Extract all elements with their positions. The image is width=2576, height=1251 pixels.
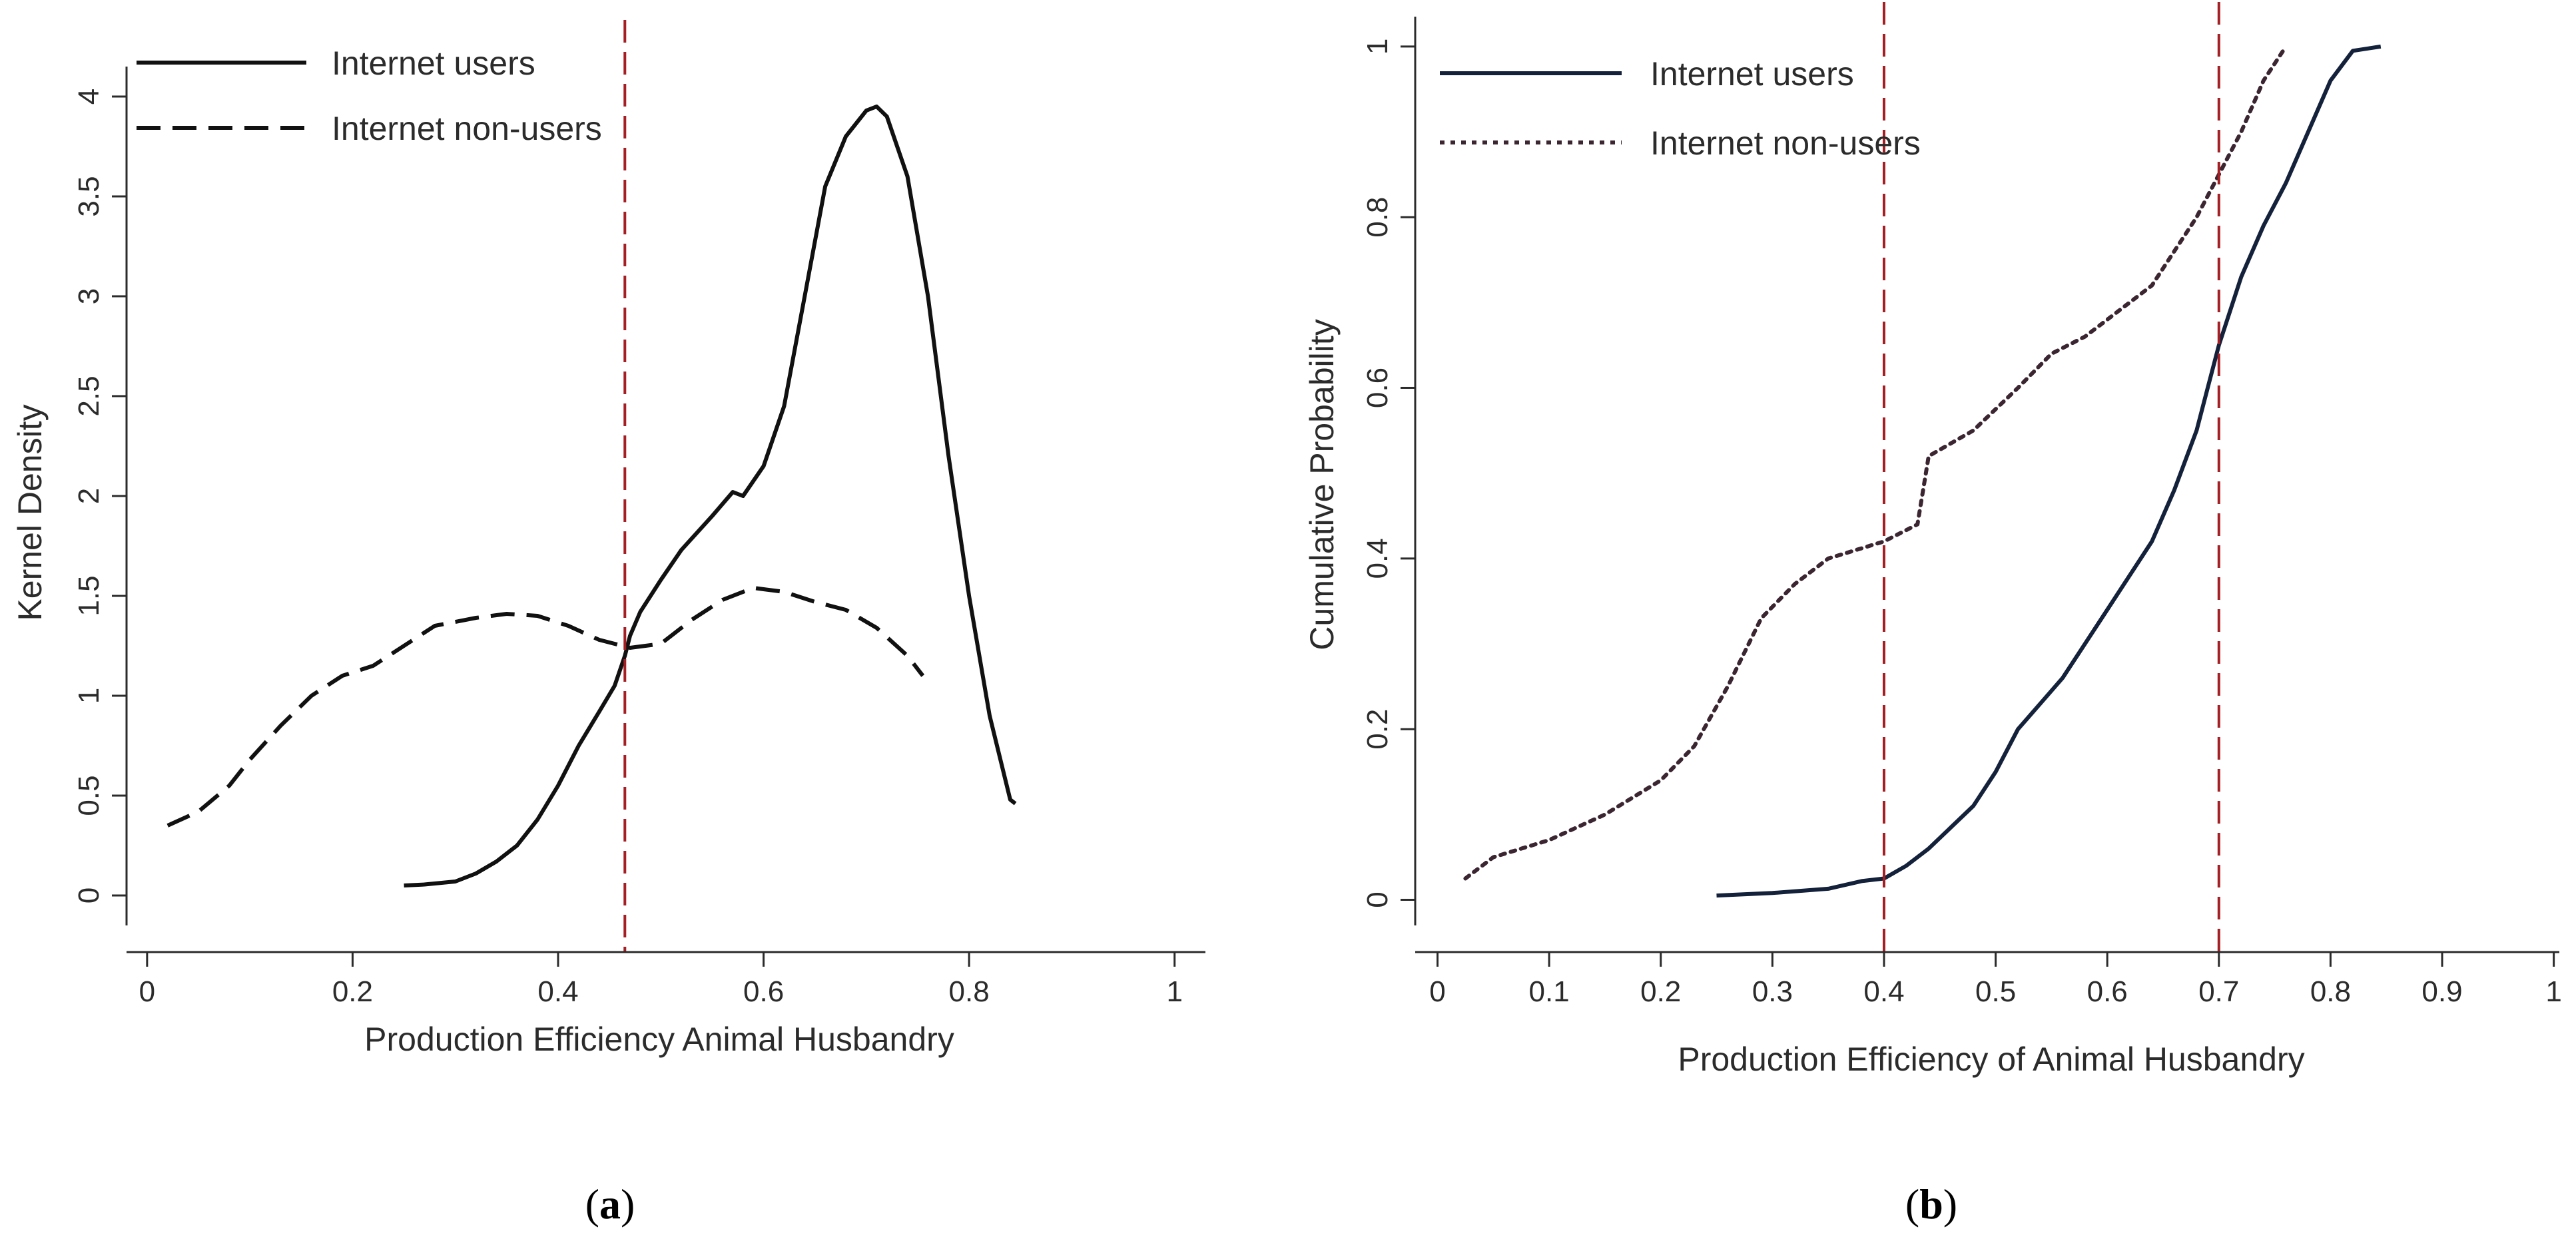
panel-a-y-ticks: 0 0.5 1 1.5 2 2.5 3 3.5 4 <box>73 89 127 903</box>
panel-a-caption: (a) <box>585 1180 635 1228</box>
panel-b-y-tick-label: 0.8 <box>1361 197 1394 238</box>
panel-b-x-tick-label: 0.1 <box>1529 975 1570 1008</box>
panel-b-refs <box>1882 0 2220 952</box>
panel-a: 0 0.5 1 1.5 2 2.5 3 3.5 4 0 0.2 0.4 0.6 0.8 1 Kernel … <box>11 20 1205 1228</box>
panel-a-y-tick-label: 3 <box>73 288 105 304</box>
panel-a-x-ticks: 0 0.2 0.4 0.6 0.8 1 <box>139 952 1183 1008</box>
panel-a-x-label: Production Efficiency Animal Husbandry <box>364 1021 954 1058</box>
panel-a-series-nonusers-line <box>166 586 925 828</box>
panel-b-x-tick-label: 0.8 <box>2310 975 2351 1008</box>
panel-b-x-tick-label: 0 <box>1429 975 1445 1008</box>
panel-b-y-tick-label: 0.4 <box>1361 538 1394 579</box>
panel-a-lines <box>166 105 1017 887</box>
panel-a-y-label: Kernel Density <box>11 404 49 621</box>
panel-b-legend-label-users: Internet users <box>1650 55 1854 93</box>
panel-b-x-tick-label: 0.4 <box>1863 975 1904 1008</box>
panel-b-x-tick-label: 0.9 <box>2421 975 2462 1008</box>
panel-a-y-tick-label: 2.5 <box>73 375 105 416</box>
panel-b-legend: Internet users Internet non-users <box>1440 55 1921 162</box>
panel-b-y-tick-label: 0.2 <box>1361 709 1394 750</box>
panel-b-y-tick-label: 0.6 <box>1361 368 1394 408</box>
panel-a-y-tick-label: 2 <box>73 488 105 504</box>
panel-b-legend-label-nonusers: Internet non-users <box>1650 125 1921 162</box>
panel-b: 0 0.2 0.4 0.6 0.8 1 0 0.1 0.2 0.3 0.4 0.5 0.6 0.7 0.8… <box>1303 0 2562 1228</box>
panel-b-caption: (b) <box>1905 1180 1957 1228</box>
panel-b-series-users-line <box>1716 44 2382 898</box>
panel-a-x-tick-label: 0 <box>139 975 155 1008</box>
panel-a-y-tick-label: 0.5 <box>73 775 105 816</box>
panel-b-x-tick-label: 0.5 <box>1975 975 2016 1008</box>
panel-b-x-tick-label: 1 <box>2545 975 2561 1008</box>
panel-b-x-tick-label: 0.2 <box>1640 975 1681 1008</box>
panel-b-series-nonusers-line <box>1463 44 2288 881</box>
panel-b-y-tick-label: 0 <box>1361 891 1394 907</box>
panel-a-y-tick-label: 1.5 <box>73 575 105 616</box>
panel-b-x-tick-label: 0.7 <box>2198 975 2239 1008</box>
panel-a-x-tick-label: 0.2 <box>332 975 373 1008</box>
panel-b-y-ticks: 0 0.2 0.4 0.6 0.8 1 <box>1361 39 1415 908</box>
panel-a-legend-label-nonusers: Internet non-users <box>332 110 602 147</box>
panel-a-y-tick-label: 1 <box>73 688 105 704</box>
panel-b-y-tick-label: 1 <box>1361 39 1394 55</box>
panel-a-x-tick-label: 0.6 <box>743 975 784 1008</box>
panel-a-y-tick-label: 0 <box>73 887 105 903</box>
panel-a-x-tick-label: 0.8 <box>949 975 990 1008</box>
panel-a-y-tick-label: 4 <box>73 89 105 105</box>
panel-b-x-tick-label: 0.6 <box>2087 975 2128 1008</box>
panel-b-x-label: Production Efficiency of Animal Husbandr… <box>1678 1041 2304 1078</box>
panel-a-series-users-line <box>404 105 1017 887</box>
panel-b-lines <box>1463 44 2382 898</box>
panel-b-x-ticks: 0 0.1 0.2 0.3 0.4 0.5 0.6 0.7 0.8 0.9 1 <box>1429 952 2562 1008</box>
panel-a-x-tick-label: 0.4 <box>537 975 578 1008</box>
panel-a-legend-label-users: Internet users <box>332 45 535 82</box>
panel-a-y-tick-label: 3.5 <box>73 176 105 216</box>
panel-a-legend: Internet users Internet non-users <box>137 45 602 147</box>
panel-b-x-tick-label: 0.3 <box>1752 975 1793 1008</box>
panel-a-x-tick-label: 1 <box>1166 975 1182 1008</box>
panel-a-caption-letter: a <box>599 1180 621 1228</box>
panel-b-caption-letter: b <box>1919 1180 1943 1228</box>
panel-b-y-label: Cumulative Probability <box>1303 319 1341 650</box>
